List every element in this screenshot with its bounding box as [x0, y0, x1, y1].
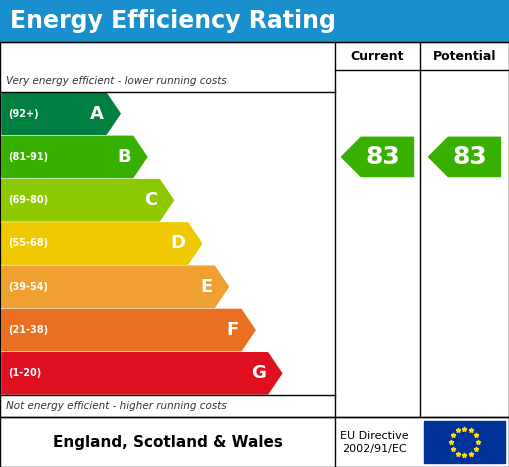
Text: Current: Current — [351, 50, 404, 63]
Polygon shape — [2, 223, 202, 264]
Text: (81-91): (81-91) — [8, 152, 48, 162]
Text: Potential: Potential — [433, 50, 496, 63]
Text: F: F — [227, 321, 239, 339]
Text: Not energy efficient - higher running costs: Not energy efficient - higher running co… — [6, 401, 227, 411]
Polygon shape — [429, 137, 500, 177]
Bar — [424, 421, 505, 463]
Polygon shape — [2, 136, 147, 177]
Text: (21-38): (21-38) — [8, 325, 48, 335]
Text: A: A — [90, 105, 104, 123]
Text: 2002/91/EC: 2002/91/EC — [342, 444, 406, 454]
Polygon shape — [2, 266, 229, 307]
Polygon shape — [2, 180, 174, 221]
Text: (1-20): (1-20) — [8, 368, 41, 378]
Text: (92+): (92+) — [8, 109, 39, 119]
Bar — [0, 417, 509, 467]
Polygon shape — [2, 353, 281, 394]
Text: (39-54): (39-54) — [8, 282, 48, 292]
Text: E: E — [200, 278, 212, 296]
Text: G: G — [251, 364, 266, 382]
Text: B: B — [117, 148, 131, 166]
Text: 83: 83 — [452, 145, 487, 169]
Polygon shape — [342, 137, 413, 177]
Text: EU Directive: EU Directive — [340, 431, 408, 441]
Polygon shape — [2, 93, 120, 134]
Text: England, Scotland & Wales: England, Scotland & Wales — [52, 434, 282, 450]
Polygon shape — [2, 310, 255, 351]
Text: 83: 83 — [365, 145, 400, 169]
Text: D: D — [171, 234, 186, 253]
Bar — [0, 0, 509, 42]
Text: C: C — [144, 191, 157, 209]
Text: (69-80): (69-80) — [8, 195, 48, 205]
Text: (55-68): (55-68) — [8, 239, 48, 248]
Text: Very energy efficient - lower running costs: Very energy efficient - lower running co… — [6, 76, 227, 86]
Text: Energy Efficiency Rating: Energy Efficiency Rating — [10, 9, 336, 33]
